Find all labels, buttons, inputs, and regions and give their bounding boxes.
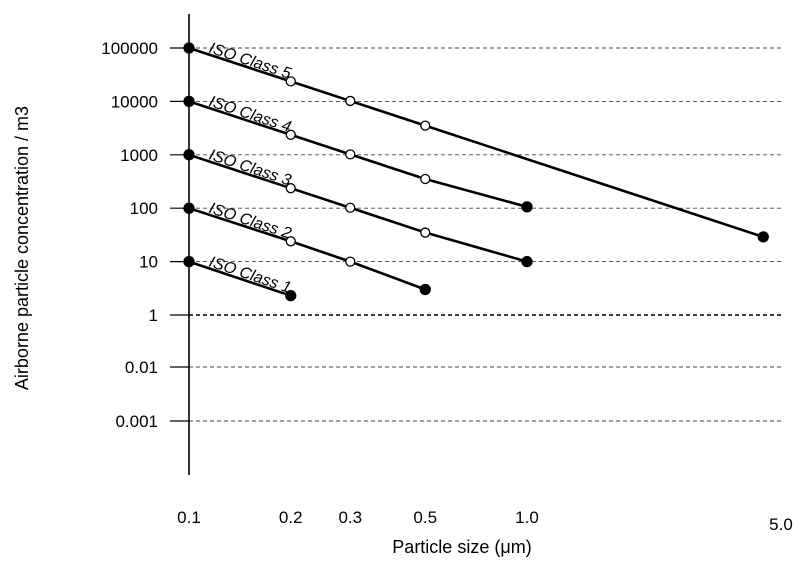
data-point-open (345, 256, 356, 267)
data-point-open (285, 183, 296, 194)
data-point-filled (419, 283, 431, 296)
data-point-filled (183, 255, 195, 268)
data-point-open (345, 149, 356, 160)
data-point-open (420, 120, 431, 131)
data-point-open (345, 95, 356, 107)
data-point-filled (285, 290, 297, 302)
data-point-filled (757, 231, 769, 243)
data-point-filled (521, 255, 533, 268)
y-tick-label: 0.01 (125, 358, 158, 377)
x-tick-label: 1.0 (515, 508, 539, 527)
data-point-filled (183, 42, 195, 54)
y-tick-label: 0.001 (115, 412, 158, 431)
data-point-open (420, 227, 431, 238)
grid-lines (189, 47, 782, 422)
data-point-filled (521, 201, 533, 213)
x-tick-label: 0.5 (413, 508, 437, 527)
series-line-class-2 (188, 206, 426, 291)
x-tick-label: 0.1 (177, 508, 201, 527)
series-label-class-4: ISO Class 4 (207, 93, 294, 136)
y-tick-label: 10000 (111, 92, 158, 111)
series-label-class-5: ISO Class 5 (207, 40, 294, 83)
data-point-filled (183, 95, 195, 108)
data-point-open (285, 129, 296, 140)
data-point-open (285, 236, 296, 247)
data-point-open (420, 173, 431, 185)
x-ticks: 0.1 0.2 0.3 0.5 1.0 5.0 (177, 508, 793, 534)
y-ticks: 100000 10000 1000 100 10 1 0.01 0.001 (101, 39, 189, 431)
y-tick-label: 1 (149, 306, 158, 325)
y-tick-label: 100 (130, 199, 158, 218)
series-label-class-2: ISO Class 2 (207, 200, 294, 243)
data-point-open (345, 202, 356, 213)
data-point-filled (183, 149, 195, 161)
y-tick-label: 10 (139, 253, 158, 272)
series-label-class-1: ISO Class 1 (207, 254, 293, 297)
y-tick-label: 1000 (120, 146, 158, 165)
y-tick-label: 100000 (101, 39, 158, 58)
x-tick-label: 0.2 (279, 508, 303, 527)
x-tick-label: 5.0 (769, 515, 793, 534)
x-tick-label: 0.3 (338, 508, 362, 527)
y-axis-title: Airborne particle concentration / m3 (12, 106, 32, 390)
series-line-class-1 (188, 260, 292, 297)
data-point-open (285, 76, 296, 87)
series-label-class-3: ISO Class 3 (207, 147, 294, 190)
data-point-filled (183, 202, 195, 214)
x-axis-title: Particle size (μm) (392, 537, 531, 557)
